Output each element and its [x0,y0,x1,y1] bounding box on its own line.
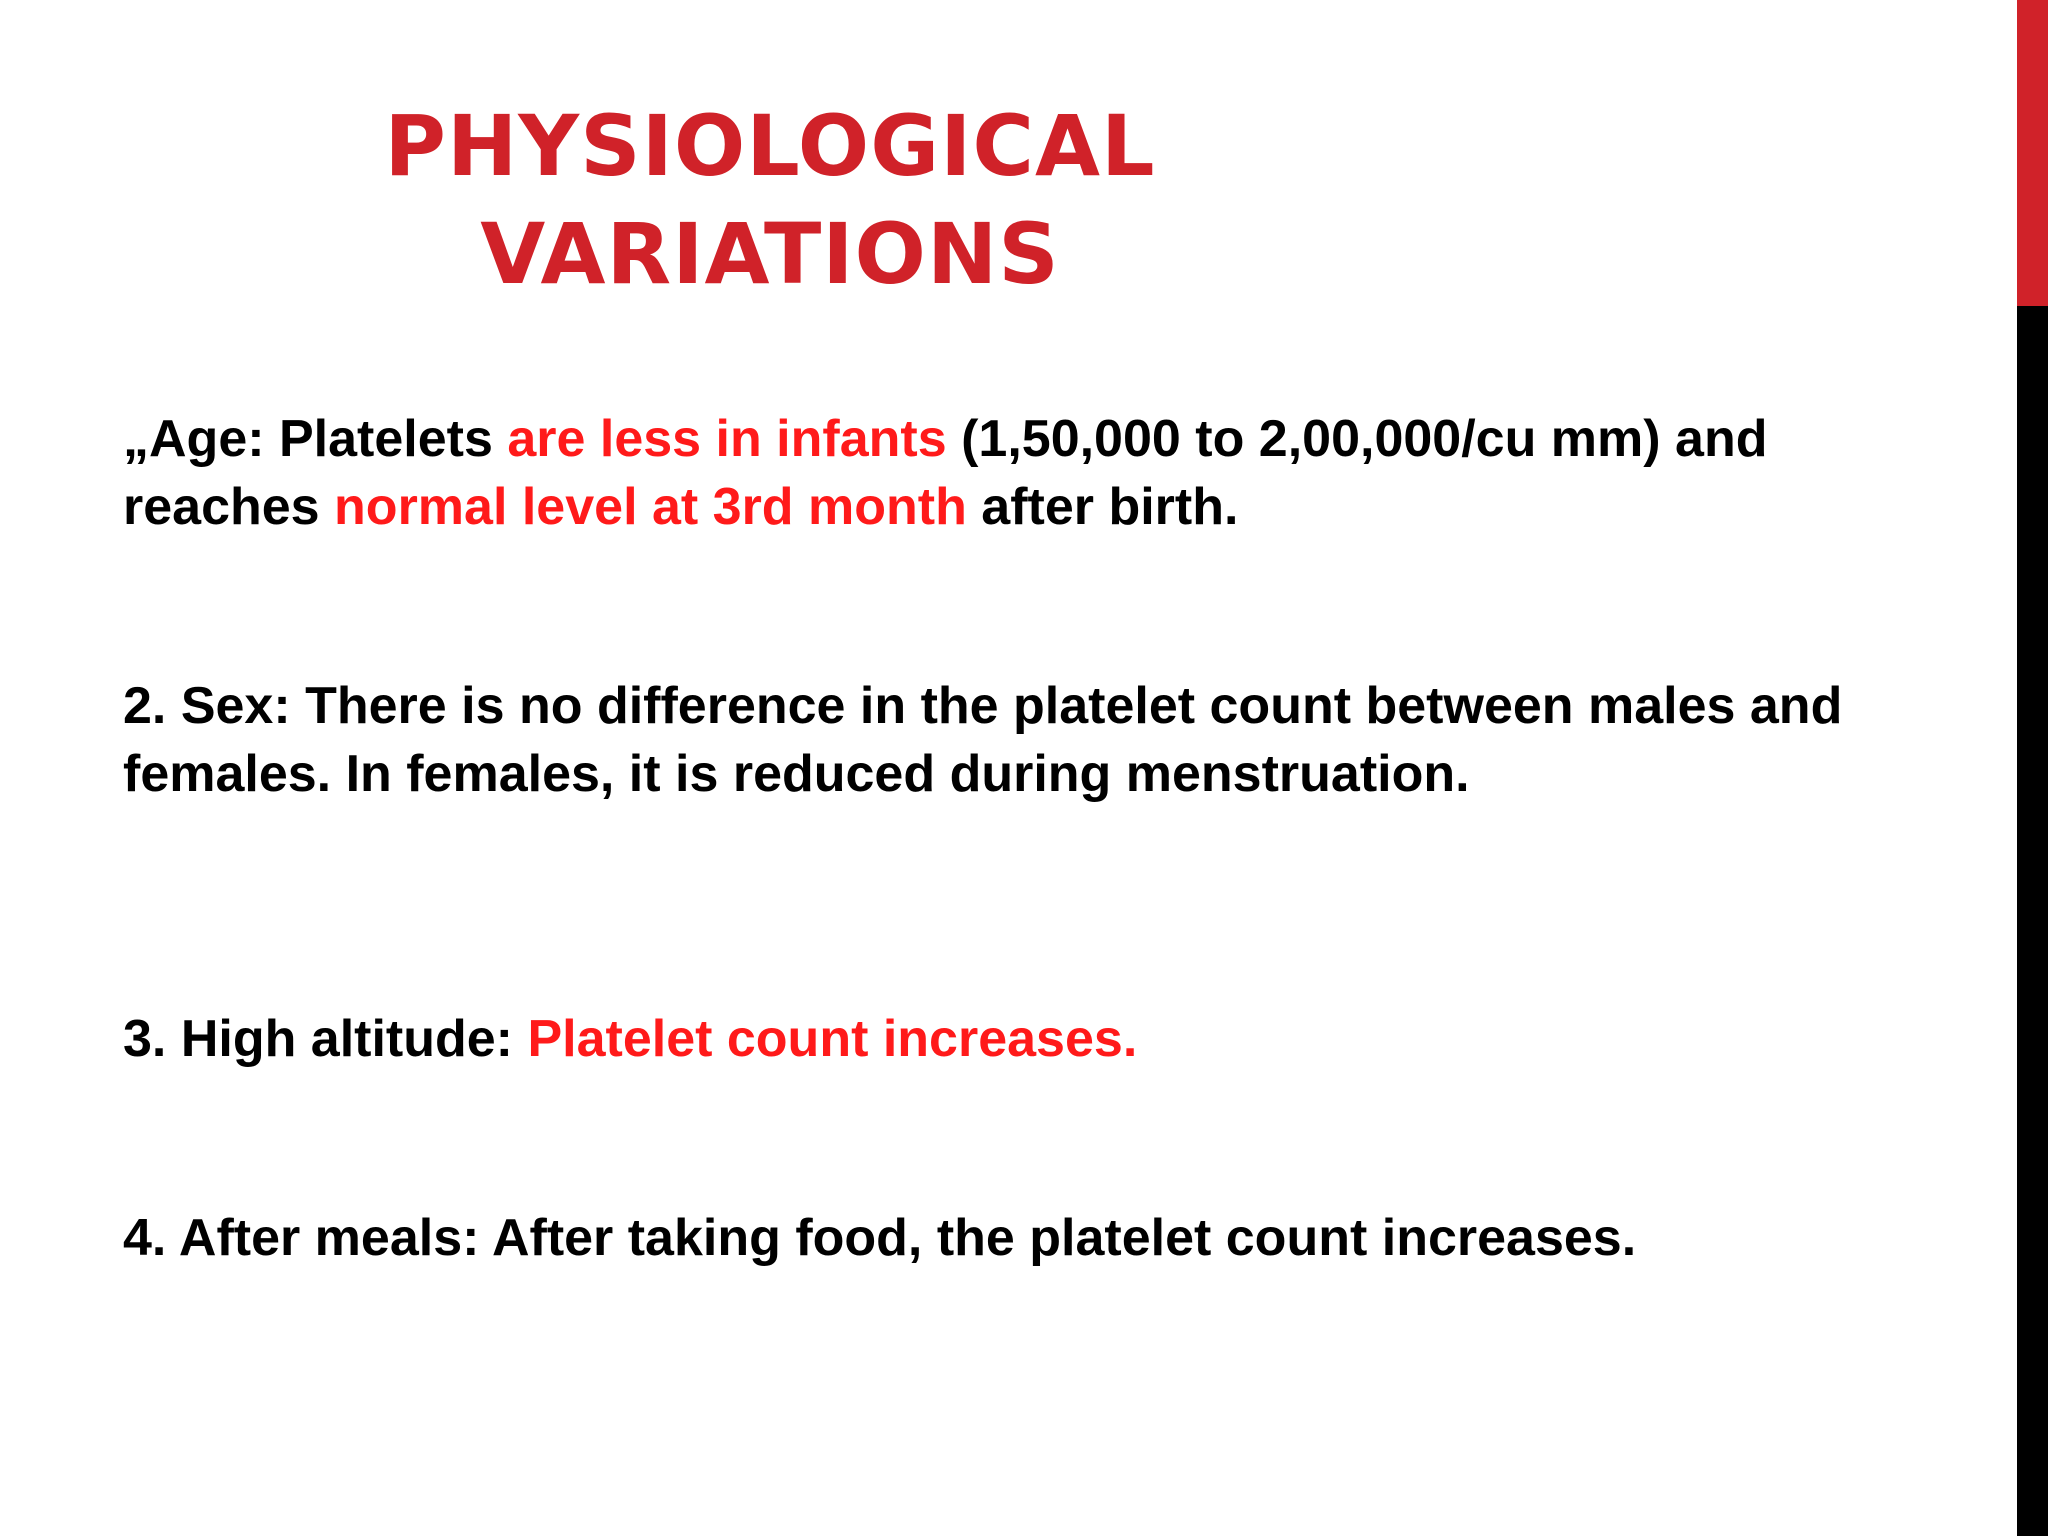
slide-title-line-1: PHYSIOLOGICAL [384,97,1156,195]
point-age-text-1: „Age: Platelets [123,410,508,468]
side-accent-bar [2017,0,2048,1536]
point-after-meals: 4. After meals: After taking food, the p… [123,1204,1943,1272]
point-age-highlight-2: normal level at 3rd month [334,478,967,536]
point-high-altitude: 3. High altitude: Platelet count increas… [123,1005,1943,1073]
slide-title-line-2: VARIATIONS [480,205,1060,303]
side-accent-bar-red-segment [2017,0,2048,306]
point-age: „Age: Platelets are less in infants (1,5… [123,405,1943,541]
point-high-altitude-text: 3. High altitude: [123,1010,528,1068]
point-sex: 2. Sex: There is no difference in the pl… [123,672,1943,808]
point-age-text-2: (1,50,000 to 2,00,000/cu mm) and reaches [123,410,1768,536]
slide-title: PHYSIOLOGICAL VARIATIONS [330,92,1210,308]
point-age-highlight-1: are less in infants [507,410,947,468]
point-age-text-3: after birth. [966,478,1239,536]
point-after-meals-text: 4. After meals: After taking food, the p… [123,1209,1637,1267]
point-sex-text: 2. Sex: There is no difference in the pl… [123,677,1843,803]
point-high-altitude-highlight: Platelet count increases. [527,1010,1138,1068]
